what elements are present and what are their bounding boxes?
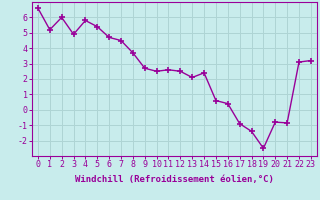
X-axis label: Windchill (Refroidissement éolien,°C): Windchill (Refroidissement éolien,°C) xyxy=(75,175,274,184)
